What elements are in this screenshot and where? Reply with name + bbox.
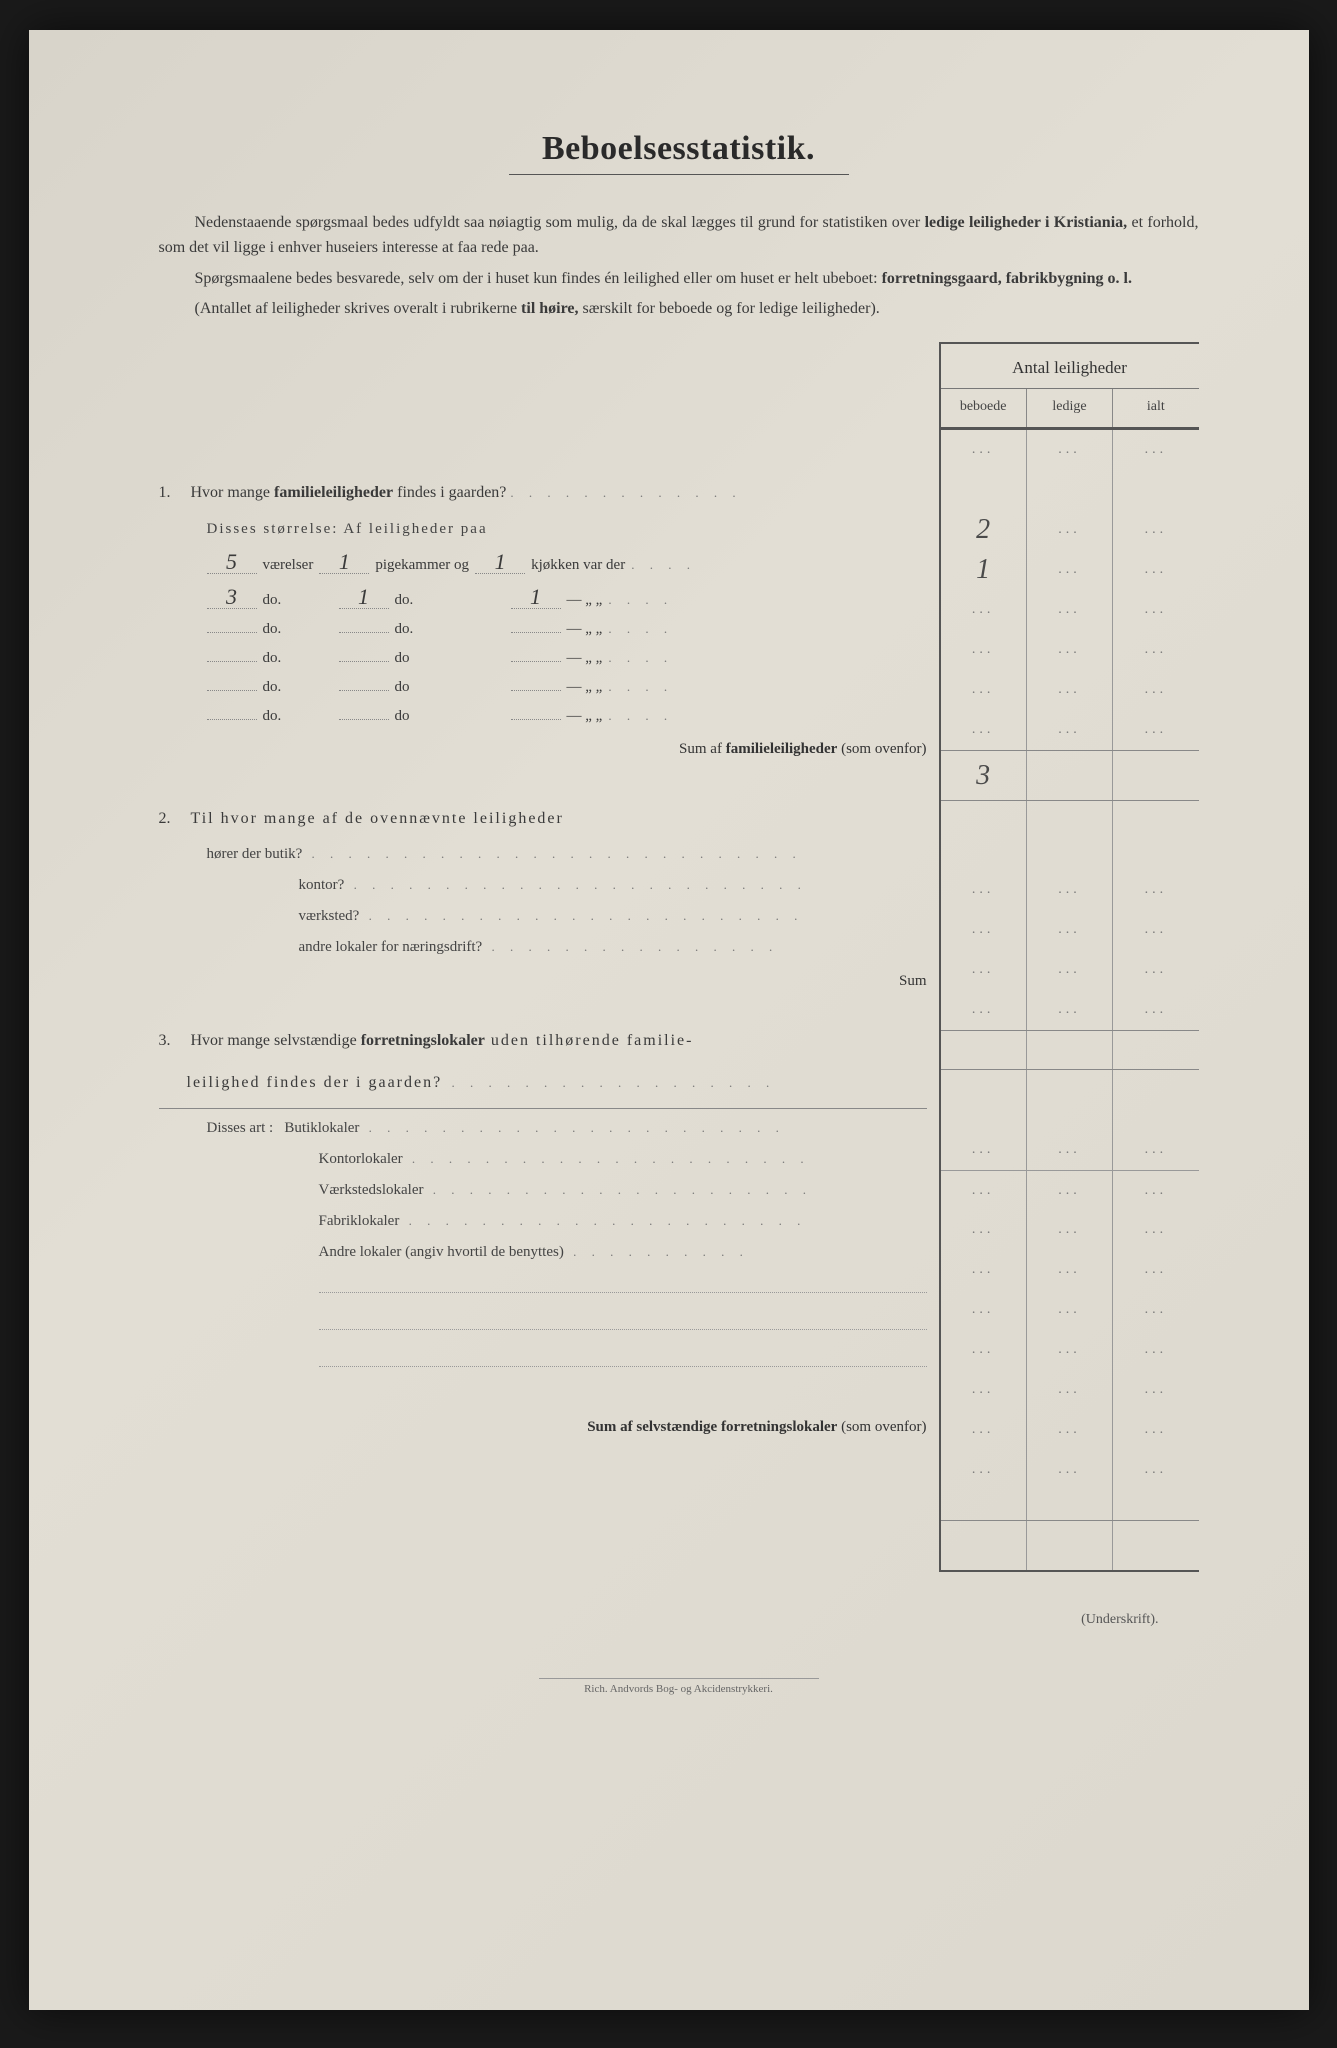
table-row-sum: [941, 1520, 1199, 1570]
table-row: .........: [941, 1450, 1199, 1490]
question-number: 1.: [159, 480, 187, 506]
title-underline: [509, 174, 849, 175]
question-2: 2. Til hvor mange af de ovennævnte leili…: [159, 798, 927, 840]
cell-beboede[interactable]: 1: [941, 550, 1027, 590]
question-1: 1. Hvor mange familieleiligheder findes …: [159, 472, 927, 514]
field-kitchens[interactable]: 1: [511, 586, 561, 609]
q2-row-vaerksted: værksted? . . . . . . . . . . . . . . . …: [159, 901, 927, 932]
q3-row-fabrik: Fabriklokaler . . . . . . . . . . . . . …: [159, 1206, 927, 1237]
question-3: 3. Hvor mange selvstændige forretningslo…: [159, 1020, 927, 1062]
table-row: .........: [941, 590, 1199, 630]
table-row: .........: [941, 1370, 1199, 1410]
size-row-5: do. do — „ „ . . . .: [159, 673, 927, 702]
table-row: .........: [941, 430, 1199, 470]
table-row: [941, 1090, 1199, 1130]
table-row: .........: [941, 1130, 1199, 1170]
q2-row-andre: andre lokaler for næringsdrift? . . . . …: [159, 932, 927, 963]
table-row: [941, 830, 1199, 870]
table-row-sum: [941, 1030, 1199, 1070]
intro-paragraph-3: (Antallet af leiligheder skrives overalt…: [159, 297, 1199, 322]
q3-sum: Sum af selvstændige forretningslokaler (…: [159, 1409, 927, 1446]
table-body: ......... 2 ... ... 1 ... ... .........: [941, 428, 1199, 1572]
question-number: 2.: [159, 806, 187, 832]
col-beboede: beboede: [941, 389, 1027, 427]
table-row: .........: [941, 670, 1199, 710]
table-row: .........: [941, 1330, 1199, 1370]
intro-text: særskilt for beboede og for ledige leili…: [583, 300, 880, 317]
table-row: .........: [941, 630, 1199, 670]
field-rooms[interactable]: 5: [207, 551, 257, 574]
size-row-2: 3 do. 1 do. 1 — „ „ . . . .: [159, 580, 927, 615]
table-spacer: [941, 1070, 1199, 1090]
table-row: .........: [941, 710, 1199, 750]
cell-sum[interactable]: 3: [941, 751, 1027, 800]
q2-row-kontor: kontor? . . . . . . . . . . . . . . . . …: [159, 870, 927, 901]
intro-text: (Antallet af leiligheder skrives overalt…: [195, 300, 522, 317]
size-row-6: do. do — „ „ . . . .: [159, 702, 927, 731]
field-maidrooms[interactable]: 1: [319, 551, 369, 574]
answer-table: Antal leiligheder beboede ledige ialt ..…: [939, 342, 1199, 1572]
document-page: Beboelsesstatistik. Nedenstaaende spørgs…: [29, 30, 1309, 2010]
field-kitchens[interactable]: 1: [475, 551, 525, 574]
intro-text: Spørgsmaalene bedes besvarede, selv om d…: [195, 270, 882, 287]
table-spacer: [941, 1490, 1199, 1520]
question-3-line2: leilighed findes der i gaarden? . . . . …: [159, 1062, 927, 1104]
intro-bold: til høire,: [521, 300, 578, 317]
intro-bold: forretningsgaard, fabrikbygning o. l.: [882, 270, 1132, 287]
dot-leader: . . . . . . . . . . . . .: [510, 485, 741, 500]
intro-paragraph-2: Spørgsmaalene bedes besvarede, selv om d…: [159, 267, 1199, 292]
table-row: .........: [941, 1210, 1199, 1250]
col-ledige: ledige: [1027, 389, 1113, 427]
table-row: .........: [941, 1170, 1199, 1210]
table-row: .........: [941, 1250, 1199, 1290]
intro-bold: ledige leiligheder i Kristiania,: [925, 214, 1128, 231]
questions-column: 1. Hvor mange familieleiligheder findes …: [159, 342, 939, 1572]
field-rooms[interactable]: 3: [207, 586, 257, 609]
q3-row-kontor: Kontorlokaler . . . . . . . . . . . . . …: [159, 1144, 927, 1175]
table-row: .........: [941, 1290, 1199, 1330]
table-row: 1 ... ...: [941, 550, 1199, 590]
cell-beboede[interactable]: 2: [941, 510, 1027, 550]
q3-blank-2: [159, 1305, 927, 1342]
q3-sub: Disses art : Butiklokaler . . . . . . . …: [159, 1113, 927, 1144]
page-title: Beboelsesstatistik.: [159, 130, 1199, 168]
q2-sum: Sum: [159, 963, 927, 1000]
table-spacer: [941, 800, 1199, 830]
q1-sum: Sum af familieleiligheder (som ovenfor): [159, 731, 927, 768]
intro-paragraph-1: Nedenstaaende spørgsmaal bedes udfyldt s…: [159, 211, 1199, 261]
table-row: .........: [941, 950, 1199, 990]
table-row-sum: 3: [941, 750, 1199, 800]
col-ialt: ialt: [1113, 389, 1198, 427]
q1-subheading: Disses størrelse: Af leiligheder paa: [159, 514, 927, 545]
intro-text: Nedenstaaende spørgsmaal bedes udfyldt s…: [195, 214, 925, 231]
q3-blank-1: [159, 1268, 927, 1305]
question-number: 3.: [159, 1028, 187, 1054]
signature-label: (Underskrift).: [159, 1612, 1199, 1628]
q3-row-andre: Andre lokaler (angiv hvortil de benyttes…: [159, 1237, 927, 1268]
q2-row-butik: hører der butik? . . . . . . . . . . . .…: [159, 839, 927, 870]
table-header-top: Antal leiligheder: [941, 344, 1199, 389]
size-row-4: do. do — „ „ . . . .: [159, 644, 927, 673]
printer-credit: Rich. Andvords Bog- og Akcidenstrykkeri.: [539, 1678, 819, 1695]
main-content: 1. Hvor mange familieleiligheder findes …: [159, 342, 1199, 1572]
size-row-3: do. do. — „ „ . . . .: [159, 615, 927, 644]
table-row: .........: [941, 910, 1199, 950]
table-row: 2 ... ...: [941, 510, 1199, 550]
table-row: .........: [941, 1410, 1199, 1450]
table-row: .........: [941, 990, 1199, 1030]
q3-blank-3: [159, 1342, 927, 1379]
divider: [159, 1108, 927, 1109]
table-row: .........: [941, 870, 1199, 910]
table-row: [941, 470, 1199, 510]
table-header-sub: beboede ledige ialt: [941, 389, 1199, 427]
q3-row-vaerksted: Værkstedslokaler . . . . . . . . . . . .…: [159, 1175, 927, 1206]
size-row-1: 5 værelser 1 pigekammer og 1 kjøkken var…: [159, 545, 927, 580]
field-maidrooms[interactable]: 1: [339, 586, 389, 609]
table-header: Antal leiligheder beboede ledige ialt: [941, 342, 1199, 428]
